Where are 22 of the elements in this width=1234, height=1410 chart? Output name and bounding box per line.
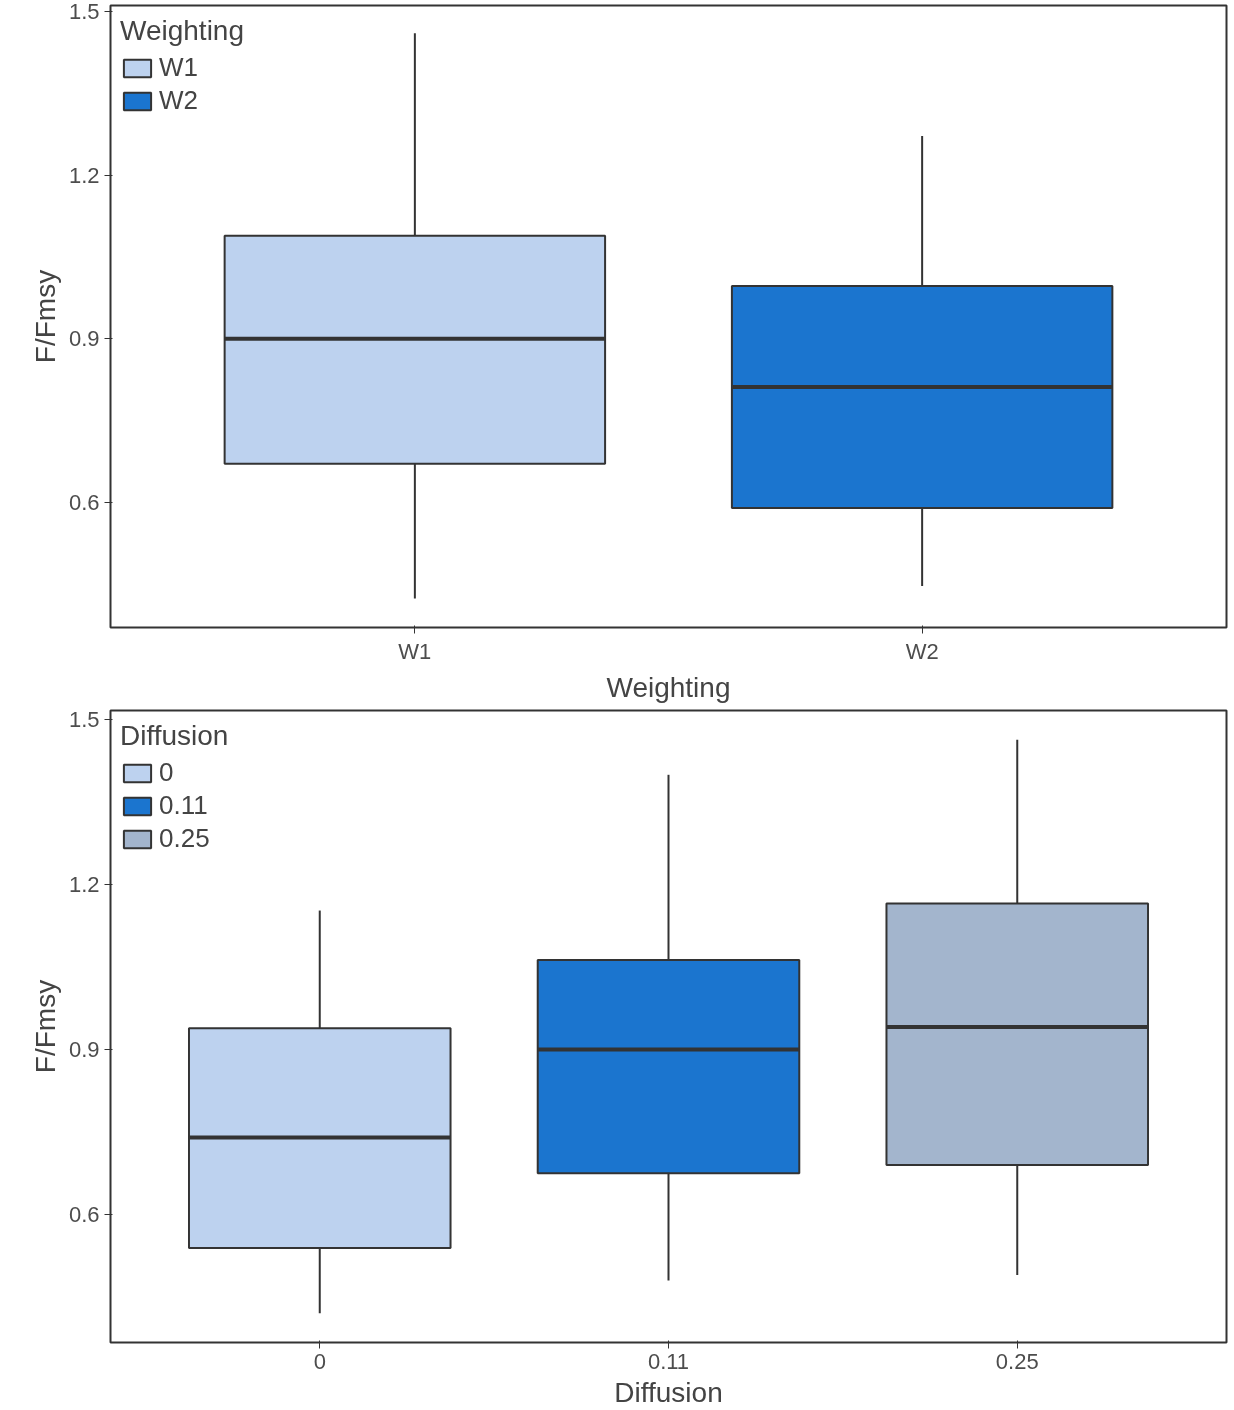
y-tick-label: 1.2 — [68, 162, 100, 188]
y-tick-label: 0.6 — [68, 1201, 100, 1227]
y-tick-label: 0.6 — [68, 490, 100, 516]
legend-label: W2 — [159, 85, 198, 116]
legend-label: 0 — [159, 757, 175, 788]
y-tick-label: 0.9 — [68, 1037, 100, 1063]
x-tick-label: 0.11 — [647, 1348, 690, 1374]
legend-label: 0.11 — [159, 790, 208, 821]
y-axis-title: F/Fmsy — [29, 979, 61, 1074]
y-tick-label: 1.5 — [68, 707, 100, 733]
x-axis-title: Diffusion — [614, 1376, 723, 1408]
x-tick-label: 0.25 — [995, 1348, 1039, 1374]
y-axis-title: F/Fmsy — [29, 269, 61, 364]
legend-title: Diffusion — [120, 720, 229, 752]
legend-label: 0.25 — [159, 823, 210, 854]
x-tick-label: 0 — [313, 1348, 326, 1374]
x-axis-title: Weighting — [606, 671, 731, 703]
y-tick-label: 1.2 — [68, 872, 100, 898]
y-tick-label: 0.9 — [68, 326, 100, 352]
legend-title: Weighting — [120, 15, 245, 47]
y-tick-label: 1.5 — [68, 0, 100, 24]
legend-label: W1 — [159, 52, 198, 83]
